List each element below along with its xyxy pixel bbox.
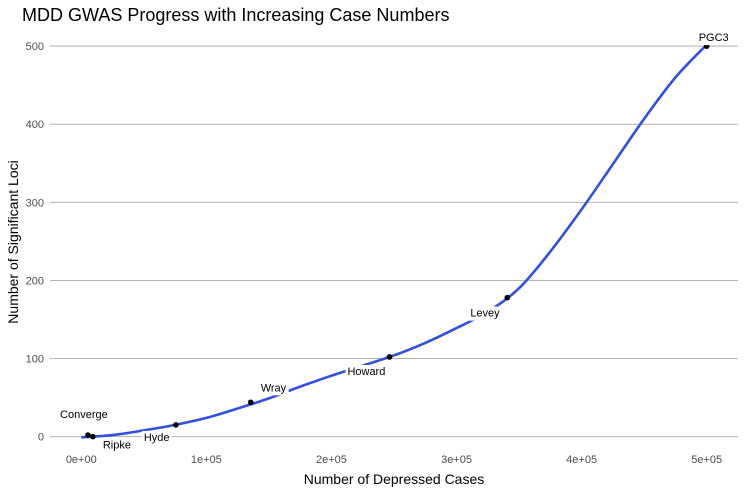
data-point-wray bbox=[247, 399, 254, 406]
point-label-bg bbox=[468, 306, 503, 321]
y-axis-ticks: 0 100 200 300 400 500 bbox=[26, 41, 44, 443]
y-tick-label: 100 bbox=[26, 354, 44, 366]
data-point-ripke bbox=[90, 433, 96, 440]
point-label-text: Converge bbox=[60, 409, 108, 421]
x-axis-title: Number of Depressed Cases bbox=[304, 471, 485, 487]
x-tick-label: 0e+00 bbox=[66, 454, 97, 466]
trend-line bbox=[81, 43, 708, 439]
point-label-text: Howard bbox=[347, 366, 385, 378]
y-tick-label: 0 bbox=[38, 432, 44, 444]
data-points bbox=[85, 43, 710, 440]
y-tick-label: 500 bbox=[26, 41, 44, 53]
y-axis-title: Number of Significant Loci bbox=[5, 160, 21, 323]
y-tick-label: 300 bbox=[26, 197, 44, 209]
point-label-bg bbox=[141, 430, 172, 445]
point-label-text: Hyde bbox=[144, 432, 170, 444]
point-label-wray: Wray bbox=[258, 381, 289, 396]
data-point-howard bbox=[386, 354, 393, 360]
x-tick-label: 4e+05 bbox=[566, 454, 597, 466]
point-label-hyde: Hyde bbox=[141, 430, 172, 445]
x-tick-label: 3e+05 bbox=[441, 454, 472, 466]
point-label-text: Wray bbox=[261, 382, 287, 394]
point-label-text: Ripke bbox=[103, 440, 131, 452]
point-labels: Converge Ripke Hyde Wray Howard Levey PGC3 bbox=[58, 31, 731, 453]
x-tick-label: 2e+05 bbox=[316, 454, 347, 466]
data-point-converge bbox=[85, 432, 91, 438]
point-label-pgc3: PGC3 bbox=[696, 31, 731, 46]
point-label-converge: Converge bbox=[58, 408, 110, 423]
x-tick-label: 1e+05 bbox=[191, 454, 222, 466]
data-point-levey bbox=[504, 294, 511, 301]
x-axis-ticks: 0e+00 1e+05 2e+05 3e+05 4e+05 5e+05 bbox=[66, 454, 722, 466]
point-label-text: PGC3 bbox=[699, 32, 729, 44]
point-label-bg bbox=[100, 438, 133, 453]
trend-line-group bbox=[81, 43, 708, 439]
point-label-text: Levey bbox=[470, 308, 500, 320]
point-label-bg bbox=[696, 31, 731, 46]
y-tick-label: 400 bbox=[26, 119, 44, 131]
point-label-levey: Levey bbox=[468, 306, 503, 321]
point-label-bg bbox=[58, 408, 110, 423]
data-point-hyde bbox=[173, 422, 179, 428]
y-tick-label: 200 bbox=[26, 275, 44, 287]
grid bbox=[50, 45, 738, 438]
point-label-bg bbox=[345, 364, 388, 379]
point-label-ripke: Ripke bbox=[100, 438, 133, 453]
x-tick-label: 5e+05 bbox=[691, 454, 722, 466]
point-label-howard: Howard bbox=[345, 364, 388, 379]
chart-title: MDD GWAS Progress with Increasing Case N… bbox=[22, 5, 449, 25]
point-label-bg bbox=[258, 381, 289, 396]
